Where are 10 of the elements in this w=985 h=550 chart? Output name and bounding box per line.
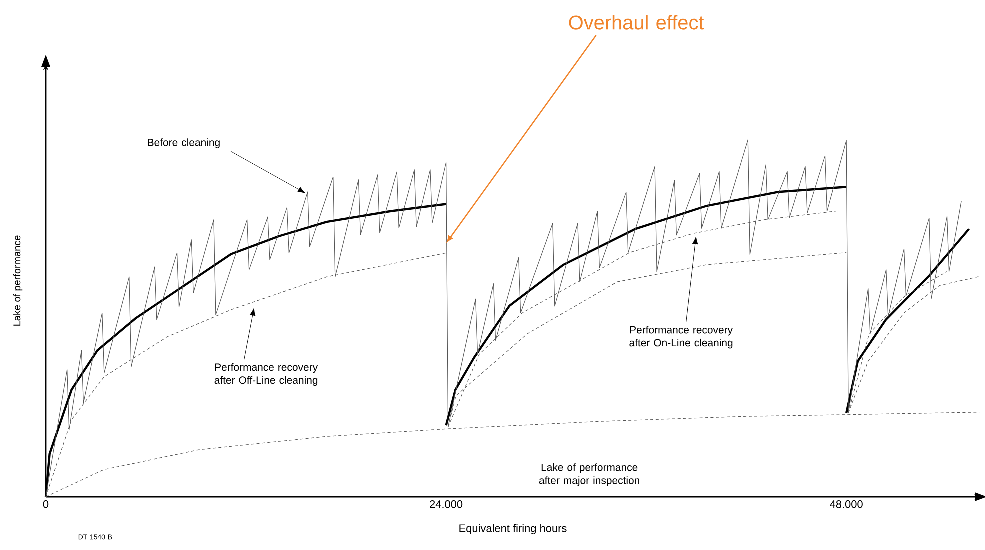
- annotation: Performance recovery after Off-Line cleaning: [214, 363, 318, 386]
- annotation: Lake of performance after major inspection: [539, 464, 640, 486]
- y-axis-title: Lake of performance: [13, 236, 23, 326]
- x-tick-label: 24.000: [430, 500, 463, 508]
- x-axis-title: Equivalent firing hours: [460, 524, 567, 534]
- annotation: Performance recovery after On-Line cleaning: [630, 326, 733, 349]
- annotation: Overhaul effect: [569, 15, 704, 30]
- x-tick-label: 48.000: [830, 500, 863, 508]
- x-tick-label: 0: [43, 500, 49, 508]
- annotation: Before cleaning: [148, 138, 220, 148]
